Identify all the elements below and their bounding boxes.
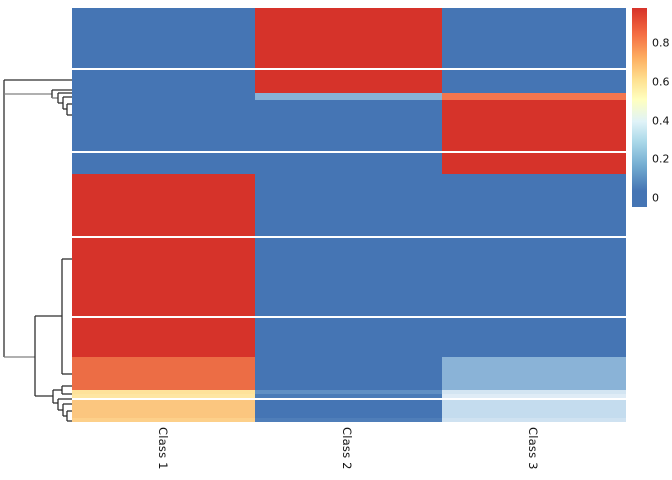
heatmap-cell-r10-c2 bbox=[441, 393, 626, 398]
heatmap-cell-r8-c0 bbox=[72, 357, 255, 390]
heatmap-cell-r11-c0 bbox=[72, 400, 255, 418]
heatmap-cell-r2-c2 bbox=[441, 93, 626, 100]
heatmap-cell-r2-c1 bbox=[255, 93, 442, 100]
heatmap-cell-r0-c1 bbox=[255, 7, 442, 68]
legend-tick-0: 0 bbox=[652, 191, 659, 205]
heatmap-cell-r1-c1 bbox=[255, 69, 442, 93]
heatmap-cell-r2-c0 bbox=[72, 93, 255, 100]
row-dendrogram bbox=[3, 79, 72, 422]
heatmap-cell-r9-c1 bbox=[255, 390, 442, 394]
heatmap-cell-r0-c2 bbox=[441, 7, 626, 68]
heatmap-cell-r12-c2 bbox=[441, 418, 626, 422]
heatmap-cell-r7-c2 bbox=[441, 318, 626, 357]
heatmap-cell-r4-c2 bbox=[441, 153, 626, 174]
heatmap-cell-r12-c0 bbox=[72, 418, 255, 422]
legend-tick-0.8: 0.8 bbox=[652, 36, 670, 50]
legend-tick-0.4: 0.4 bbox=[652, 114, 670, 127]
column-label-3: Class 3 bbox=[525, 427, 540, 470]
heatmap-cell-r0-c0 bbox=[72, 7, 255, 68]
heatmap-cell-r8-c2 bbox=[441, 357, 626, 390]
heatmap-cell-r3-c1 bbox=[255, 99, 442, 151]
heatmap-cell-r5-c1 bbox=[255, 173, 442, 236]
column-label-2: Class 2 bbox=[340, 427, 355, 470]
legend-tick-0.6: 0.6 bbox=[652, 75, 670, 89]
legend-colorbar bbox=[632, 8, 647, 207]
heatmap-cell-r5-c0 bbox=[72, 173, 255, 236]
column-label-1: Class 1 bbox=[155, 427, 170, 470]
heatmap-cell-r7-c1 bbox=[255, 318, 442, 357]
heatmap-cell-r6-c0 bbox=[72, 237, 255, 316]
heatmap-cell-r9-c2 bbox=[441, 390, 626, 394]
heatmap-cell-r5-c2 bbox=[441, 173, 626, 236]
heatmap-cell-r11-c2 bbox=[441, 400, 626, 418]
heatmap-cell-r11-c1 bbox=[255, 400, 442, 418]
heatmap-cell-r8-c1 bbox=[255, 357, 442, 390]
heatmap-cell-r3-c2 bbox=[441, 99, 626, 151]
heatmap-cell-r9-c0 bbox=[72, 390, 255, 394]
heatmap-cell-r4-c0 bbox=[72, 153, 255, 174]
heatmap-cell-r1-c0 bbox=[72, 69, 255, 93]
heatmap-cell-r10-c0 bbox=[72, 393, 255, 398]
heatmap-cell-r10-c1 bbox=[255, 393, 442, 398]
heatmap-cell-r7-c0 bbox=[72, 318, 255, 357]
legend-tick-0.2: 0.2 bbox=[652, 152, 670, 166]
heatmap-cell-r6-c1 bbox=[255, 237, 442, 316]
heatmap-cell-r12-c1 bbox=[255, 418, 442, 422]
heatmap-cell-r1-c2 bbox=[441, 69, 626, 93]
heatmap-cell-r6-c2 bbox=[441, 237, 626, 316]
heatmap-cell-r4-c1 bbox=[255, 153, 442, 174]
heatmap-cell-r3-c0 bbox=[72, 99, 255, 151]
